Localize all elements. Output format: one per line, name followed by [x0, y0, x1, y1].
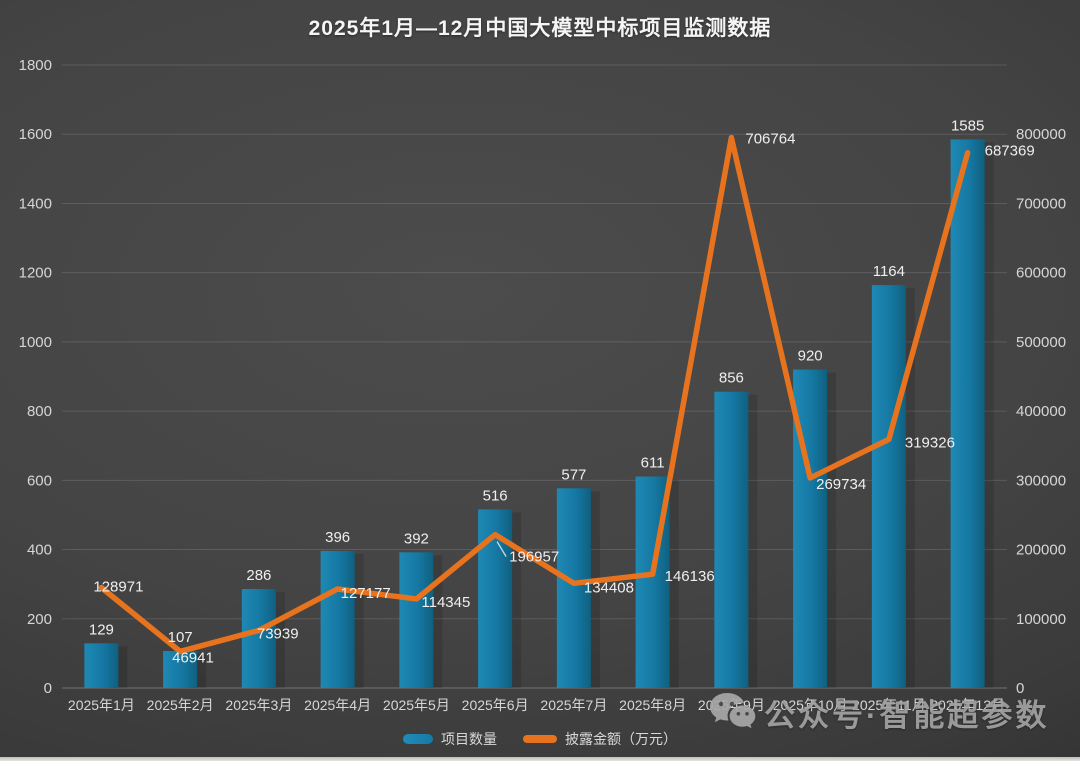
x-axis-label: 2025年9月	[698, 697, 765, 713]
left-axis-tick: 1200	[19, 265, 52, 282]
bottom-border	[0, 757, 1080, 761]
x-axis-label: 2025年3月	[225, 697, 292, 713]
bar-value-label: 392	[404, 530, 429, 547]
bar-series-label: 项目数量	[441, 731, 497, 747]
left-axis-tick: 800	[27, 403, 52, 420]
line-value-label: 127177	[341, 585, 391, 602]
bar	[714, 391, 749, 688]
legend-item-bars: 项目数量	[403, 729, 497, 749]
x-axis-label: 2025年8月	[619, 697, 686, 713]
bar-value-label: 611	[641, 455, 665, 472]
bar-value-label: 286	[246, 567, 271, 584]
legend-item-line: 披露金额（万元）	[523, 729, 677, 749]
bar-value-label: 856	[719, 370, 744, 387]
left-axis-tick: 1000	[19, 334, 52, 351]
bar	[320, 550, 355, 688]
x-axis-label: 2025年10月	[773, 697, 848, 713]
right-axis-tick: 700000	[1016, 195, 1066, 212]
bar-value-label: 516	[483, 487, 508, 504]
label-leader-line	[496, 541, 507, 557]
bar-series-swatch	[403, 734, 433, 744]
data-labels: 129 107 286 396 392 516 577 611 856 920 1164 1585 12…	[89, 117, 1035, 666]
bar-value-label: 396	[325, 529, 350, 546]
chart-legend: 项目数量 披露金额（万元）	[0, 729, 1080, 749]
left-axis-tick: 1800	[19, 57, 52, 74]
right-axis-tick: 400000	[1016, 403, 1066, 420]
line-value-label: 46941	[172, 649, 214, 666]
bar-value-label: 920	[798, 348, 823, 365]
right-axis-tick: 800000	[1016, 126, 1066, 143]
right-axis-tick: 100000	[1016, 611, 1066, 628]
line-series	[98, 134, 971, 655]
bar-series	[84, 139, 994, 689]
left-axis-tick: 1400	[19, 195, 52, 212]
line-value-label: 146136	[665, 568, 715, 585]
x-axis-label: 2025年11月	[852, 697, 926, 713]
bar	[950, 139, 985, 689]
line-value-label: 128971	[93, 579, 143, 596]
right-axis-tick: 300000	[1016, 472, 1066, 489]
line-value-label: 114345	[421, 594, 470, 611]
x-axis-label: 2025年6月	[462, 697, 529, 713]
bar-value-label: 1164	[873, 263, 905, 280]
right-axis-tick: 200000	[1016, 542, 1066, 559]
bar	[241, 589, 276, 688]
page-title: 2025年1月—12月中国大模型中标项目监测数据	[308, 17, 772, 40]
line-series-label: 披露金额（万元）	[565, 731, 677, 747]
axes: 0 0 200 100000 400 200000 600 300000 800 400000 10…	[19, 57, 1066, 713]
line-value-label: 687369	[985, 143, 1035, 160]
bar	[399, 552, 434, 688]
x-axis-label: 2025年12月	[930, 697, 1005, 713]
line-series-swatch	[523, 735, 557, 743]
bar-value-label: 1585	[951, 117, 984, 134]
right-axis-tick: 0	[1016, 680, 1024, 697]
left-axis-tick: 400	[27, 542, 52, 559]
x-axis-label: 2025年7月	[540, 697, 607, 713]
bar	[556, 488, 591, 688]
bar-value-label: 107	[168, 629, 193, 646]
amount-line	[98, 134, 971, 655]
gridlines	[62, 64, 1007, 689]
x-axis-label: 2025年1月	[68, 697, 135, 713]
right-axis-tick: 500000	[1016, 334, 1066, 351]
bar-value-label: 577	[561, 466, 586, 483]
left-axis-tick: 0	[44, 680, 52, 697]
bar	[84, 643, 119, 688]
right-axis-tick: 600000	[1016, 265, 1066, 282]
bar	[871, 285, 906, 688]
x-axis-label: 2025年4月	[304, 697, 371, 713]
line-value-label: 196957	[509, 549, 559, 566]
left-axis-tick: 1600	[19, 126, 52, 143]
line-value-label: 319326	[905, 434, 955, 451]
line-value-label: 134408	[584, 579, 634, 596]
left-axis-tick: 200	[27, 611, 52, 628]
left-axis-tick: 600	[27, 472, 52, 489]
line-value-label: 706764	[745, 131, 795, 148]
bar	[163, 650, 198, 688]
line-value-label: 73939	[257, 625, 299, 642]
bar-value-label: 129	[89, 621, 114, 638]
line-value-label: 269734	[816, 476, 866, 493]
x-axis-label: 2025年2月	[147, 697, 214, 713]
x-axis-label: 2025年5月	[383, 697, 450, 713]
